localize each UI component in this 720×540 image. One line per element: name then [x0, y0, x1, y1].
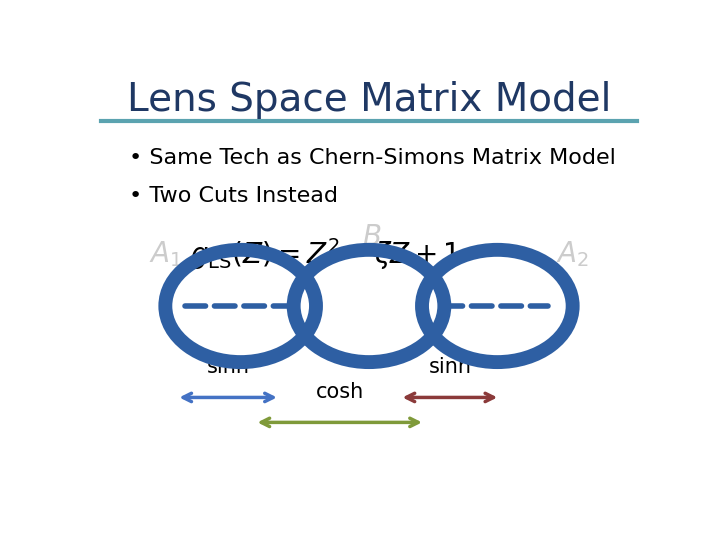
- Text: sinh: sinh: [428, 356, 472, 377]
- Text: Lens Space Matrix Model: Lens Space Matrix Model: [127, 81, 611, 119]
- Text: sinh: sinh: [207, 356, 250, 377]
- Text: • Two Cuts Instead: • Two Cuts Instead: [129, 186, 338, 206]
- Text: $g_{\mathrm{LS}}(Z) = Z^2 - \zeta Z + 1$: $g_{\mathrm{LS}}(Z) = Z^2 - \zeta Z + 1$: [189, 236, 459, 272]
- Text: cosh: cosh: [315, 382, 364, 402]
- Text: $A_1$: $A_1$: [149, 239, 182, 269]
- Text: $A_2$: $A_2$: [557, 239, 589, 269]
- Text: • Same Tech as Chern-Simons Matrix Model: • Same Tech as Chern-Simons Matrix Model: [129, 148, 616, 168]
- Text: $B$: $B$: [362, 224, 382, 251]
